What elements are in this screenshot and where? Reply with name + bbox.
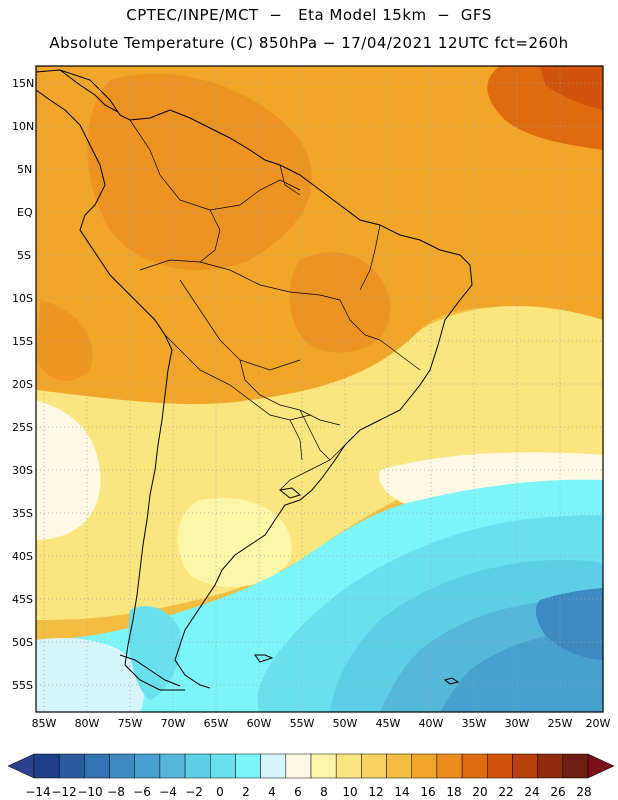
colorbar-label: −4 xyxy=(159,785,177,799)
colorbar-label: −14 xyxy=(25,785,50,799)
lon-label: 30W xyxy=(505,717,530,730)
colorbar-swatch xyxy=(310,753,337,779)
colorbar-label: 28 xyxy=(576,785,591,799)
lat-label: 40S xyxy=(12,550,33,563)
lat-label: EQ xyxy=(17,206,33,219)
colorbar-swatch xyxy=(335,753,362,779)
colorbar-swatch xyxy=(537,753,564,779)
colorbar-label: −2 xyxy=(185,785,203,799)
lat-label: 10N xyxy=(12,120,34,133)
lat-label: 30S xyxy=(12,464,33,477)
colorbar-swatch xyxy=(134,753,161,779)
lon-label: 80W xyxy=(75,717,100,730)
colorbar-label: −6 xyxy=(133,785,151,799)
colorbar-label: −12 xyxy=(51,785,76,799)
colorbar-swatch xyxy=(436,753,463,779)
colorbar-swatch xyxy=(58,753,85,779)
lon-label: 25W xyxy=(548,717,573,730)
lon-label: 40W xyxy=(419,717,444,730)
colorbar-swatch xyxy=(487,753,513,779)
colorbar-label: −10 xyxy=(77,785,102,799)
lat-label: 5N xyxy=(17,163,32,176)
colorbar-under-arrow xyxy=(7,753,35,779)
colorbar-swatch xyxy=(33,753,60,779)
colorbar-label: 20 xyxy=(472,785,487,799)
colorbar-label: 24 xyxy=(524,785,539,799)
lon-label: 55W xyxy=(290,717,315,730)
longitude-labels: 85W 80W 75W 70W 65W 60W 55W 50W 45W 40W … xyxy=(32,717,611,730)
lon-label: 65W xyxy=(204,717,229,730)
colorbar-swatch xyxy=(84,753,110,779)
colorbar-swatch xyxy=(461,753,488,779)
temperature-field xyxy=(36,66,603,712)
chart-title-line-1: CPTEC/INPE/MCT − Eta Model 15km − GFS xyxy=(126,6,492,24)
lat-label: 25S xyxy=(12,421,33,434)
colorbar-swatch xyxy=(109,753,135,779)
colorbar: −14 −12 −10 −8 −6 −4 −2 0 2 4 6 8 10 12 14 16 18 20 22 24 26… xyxy=(7,753,615,799)
colorbar-label: 12 xyxy=(368,785,383,799)
latitude-labels: 15N 10N 5N EQ 5S 10S 15S 20S 25S 30S 35S… xyxy=(12,77,34,692)
colorbar-swatch xyxy=(411,753,438,779)
lon-label: 75W xyxy=(118,717,143,730)
colorbar-over-arrow xyxy=(587,753,615,779)
lat-label: 15N xyxy=(12,77,34,90)
lon-label: 85W xyxy=(32,717,57,730)
lon-label: 20W xyxy=(586,717,611,730)
colorbar-label: 4 xyxy=(268,785,276,799)
colorbar-swatch xyxy=(386,753,412,779)
lat-label: 35S xyxy=(12,507,33,520)
lat-label: 20S xyxy=(12,378,33,391)
lat-label: 50S xyxy=(12,636,33,649)
lat-label: 45S xyxy=(12,593,33,606)
lat-label: 5S xyxy=(17,249,31,262)
map-frame xyxy=(35,65,604,713)
colorbar-label: 0 xyxy=(216,785,224,799)
colorbar-swatch xyxy=(361,753,387,779)
colorbar-label: 26 xyxy=(550,785,565,799)
colorbar-swatch xyxy=(210,753,236,779)
lon-label: 70W xyxy=(161,717,186,730)
graticule xyxy=(36,66,604,712)
lon-label: 50W xyxy=(333,717,358,730)
lat-label: 15S xyxy=(12,335,33,348)
colorbar-label: 10 xyxy=(342,785,357,799)
lon-label: 60W xyxy=(247,717,272,730)
colorbar-swatch xyxy=(260,753,287,779)
coastlines xyxy=(36,69,473,691)
chart-title-line-2: Absolute Temperature (C) 850hPa − 17/04/… xyxy=(49,34,569,52)
colorbar-label: 14 xyxy=(394,785,409,799)
lat-label: 10S xyxy=(12,292,33,305)
colorbar-label: 8 xyxy=(320,785,328,799)
colorbar-swatch xyxy=(184,753,211,779)
colorbar-swatch xyxy=(562,753,589,779)
colorbar-swatch xyxy=(512,753,538,779)
colorbar-label: 22 xyxy=(498,785,513,799)
colorbar-label: −8 xyxy=(107,785,125,799)
colorbar-swatch xyxy=(235,753,261,779)
colorbar-label: 16 xyxy=(420,785,435,799)
lon-label: 35W xyxy=(462,717,487,730)
colorbar-label: 6 xyxy=(294,785,302,799)
colorbar-label: 18 xyxy=(446,785,461,799)
colorbar-label: 2 xyxy=(242,785,250,799)
colorbar-swatch xyxy=(159,753,186,779)
colorbar-swatch xyxy=(285,753,312,779)
lon-label: 45W xyxy=(376,717,401,730)
lat-label: 55S xyxy=(12,679,33,692)
country-borders xyxy=(129,119,421,491)
